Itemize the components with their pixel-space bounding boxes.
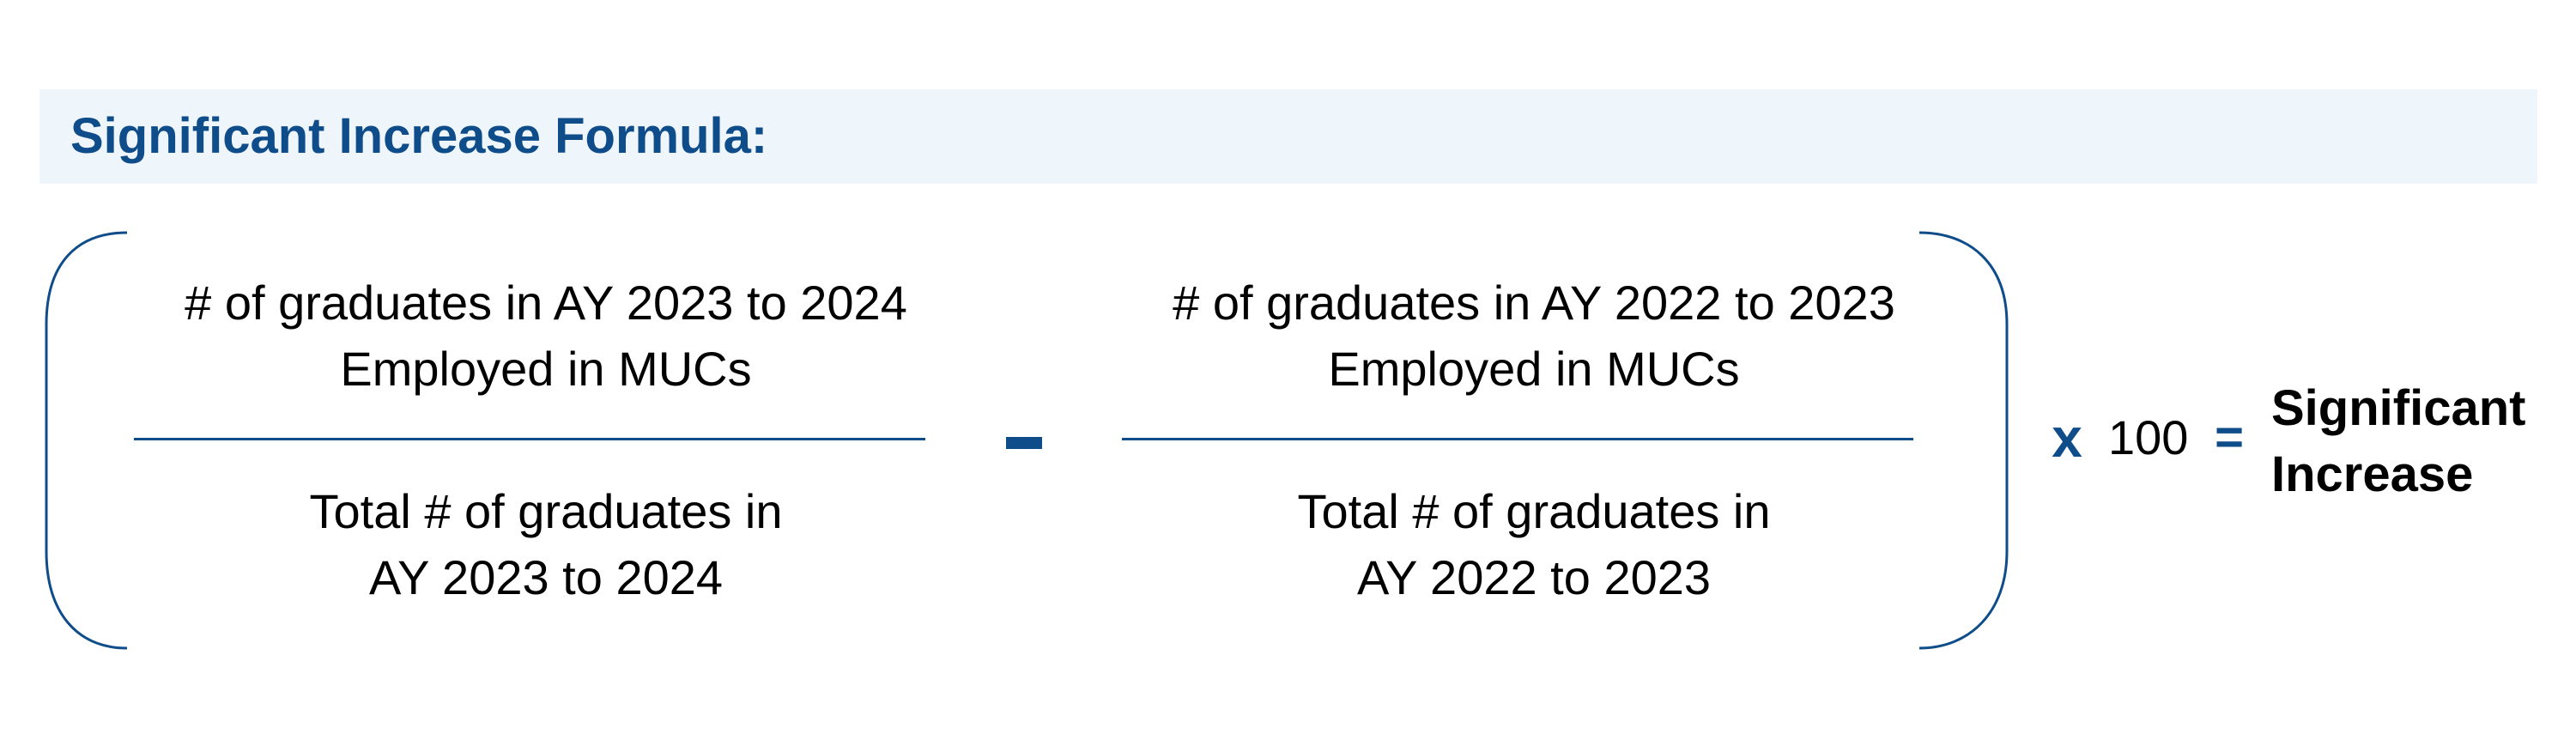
right-denominator-line-1: Total # of graduates in <box>1297 484 1771 538</box>
result-line-1: Significant <box>2271 380 2526 436</box>
right-parenthesis <box>1918 231 2009 650</box>
right-denominator-line-2: AY 2022 to 2023 <box>1356 550 1712 604</box>
page-title: Significant Increase Formula: <box>70 108 768 164</box>
left-denominator-line-1: Total # of graduates in <box>309 484 783 538</box>
left-denominator-line-2: AY 2023 to 2024 <box>368 550 724 604</box>
header-band: Significant Increase Formula: <box>39 89 2537 184</box>
left-parenthesis <box>45 231 128 650</box>
right-numerator: # of graduates in AY 2022 to 2023 Employ… <box>1139 270 1929 402</box>
multiply-sign: x <box>2052 407 2082 469</box>
equals-sign: = <box>2215 409 2244 465</box>
right-denominator: Total # of graduates in AY 2022 to 2023 <box>1139 478 1929 610</box>
left-numerator-line-1: # of graduates in AY 2023 to 2024 <box>185 276 907 330</box>
result-label: Significant Increase <box>2271 375 2525 507</box>
right-numerator-line-1: # of graduates in AY 2022 to 2023 <box>1173 276 1895 330</box>
minus-sign <box>1006 437 1042 449</box>
result-line-2: Increase <box>2271 446 2474 502</box>
left-denominator: Total # of graduates in AY 2023 to 2024 <box>151 478 941 610</box>
left-numerator-line-2: Employed in MUCs <box>340 342 752 396</box>
right-fraction-bar <box>1122 438 1913 440</box>
right-numerator-line-2: Employed in MUCs <box>1328 342 1740 396</box>
multiplier-value: 100 <box>2108 410 2189 464</box>
left-numerator: # of graduates in AY 2023 to 2024 Employ… <box>151 270 941 402</box>
left-fraction-bar <box>134 438 925 440</box>
